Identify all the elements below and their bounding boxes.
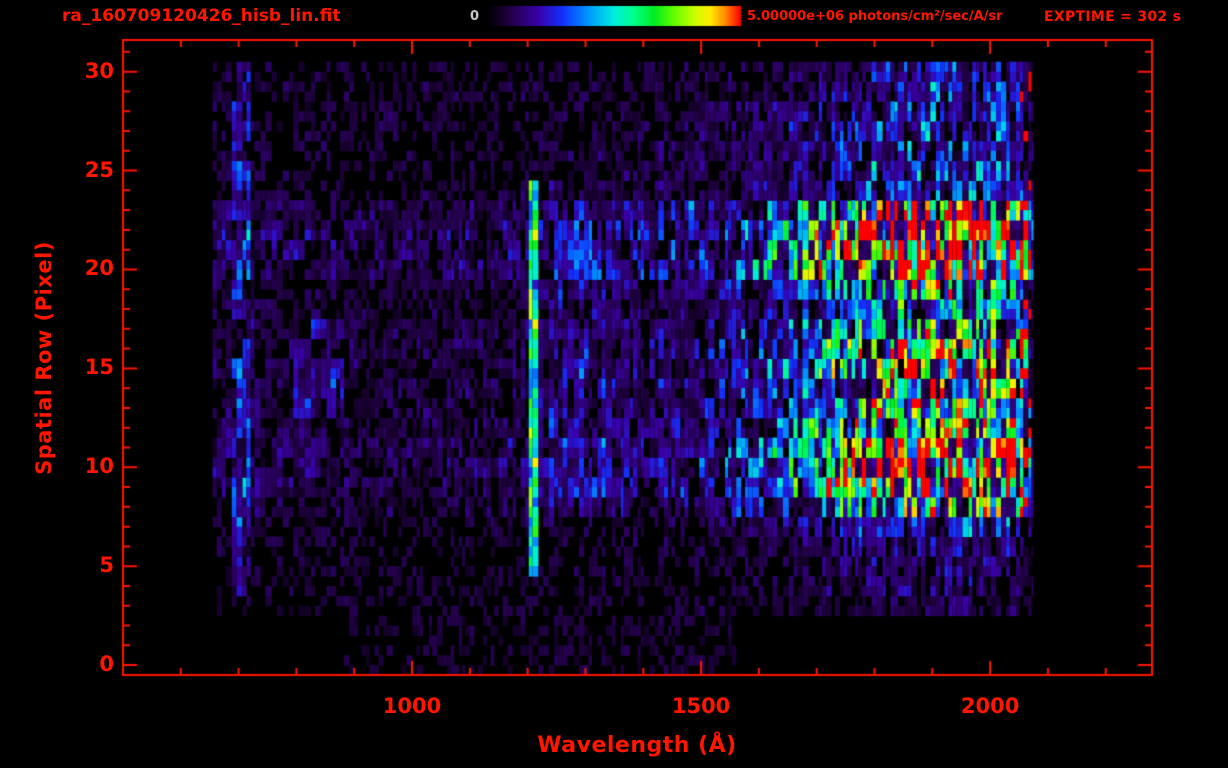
colorbar-max-label: 5.00000e+06 photons/cm²/sec/A/sr (747, 9, 1003, 24)
y-tick-label: 25 (84, 157, 114, 182)
y-axis-label: Spatial Row (Pixel) (32, 241, 56, 475)
file-title: ra_160709120426_hisb_lin.fit (62, 6, 341, 26)
y-tick-label: 20 (84, 256, 114, 281)
y-tick-label: 0 (99, 652, 114, 677)
y-tick-label: 30 (84, 58, 114, 83)
x-axis-label: Wavelength (Å) (537, 733, 737, 758)
y-tick-label: 10 (84, 454, 114, 479)
x-tick-label: 1000 (382, 694, 442, 718)
y-tick-label: 15 (84, 355, 114, 380)
x-tick-label: 1500 (671, 694, 731, 718)
y-tick-label: 5 (99, 553, 114, 578)
colorbar-min-label: 0 (470, 9, 480, 24)
x-tick-label: 2000 (960, 694, 1020, 718)
exptime-label: EXPTIME = 302 s (1044, 9, 1182, 25)
